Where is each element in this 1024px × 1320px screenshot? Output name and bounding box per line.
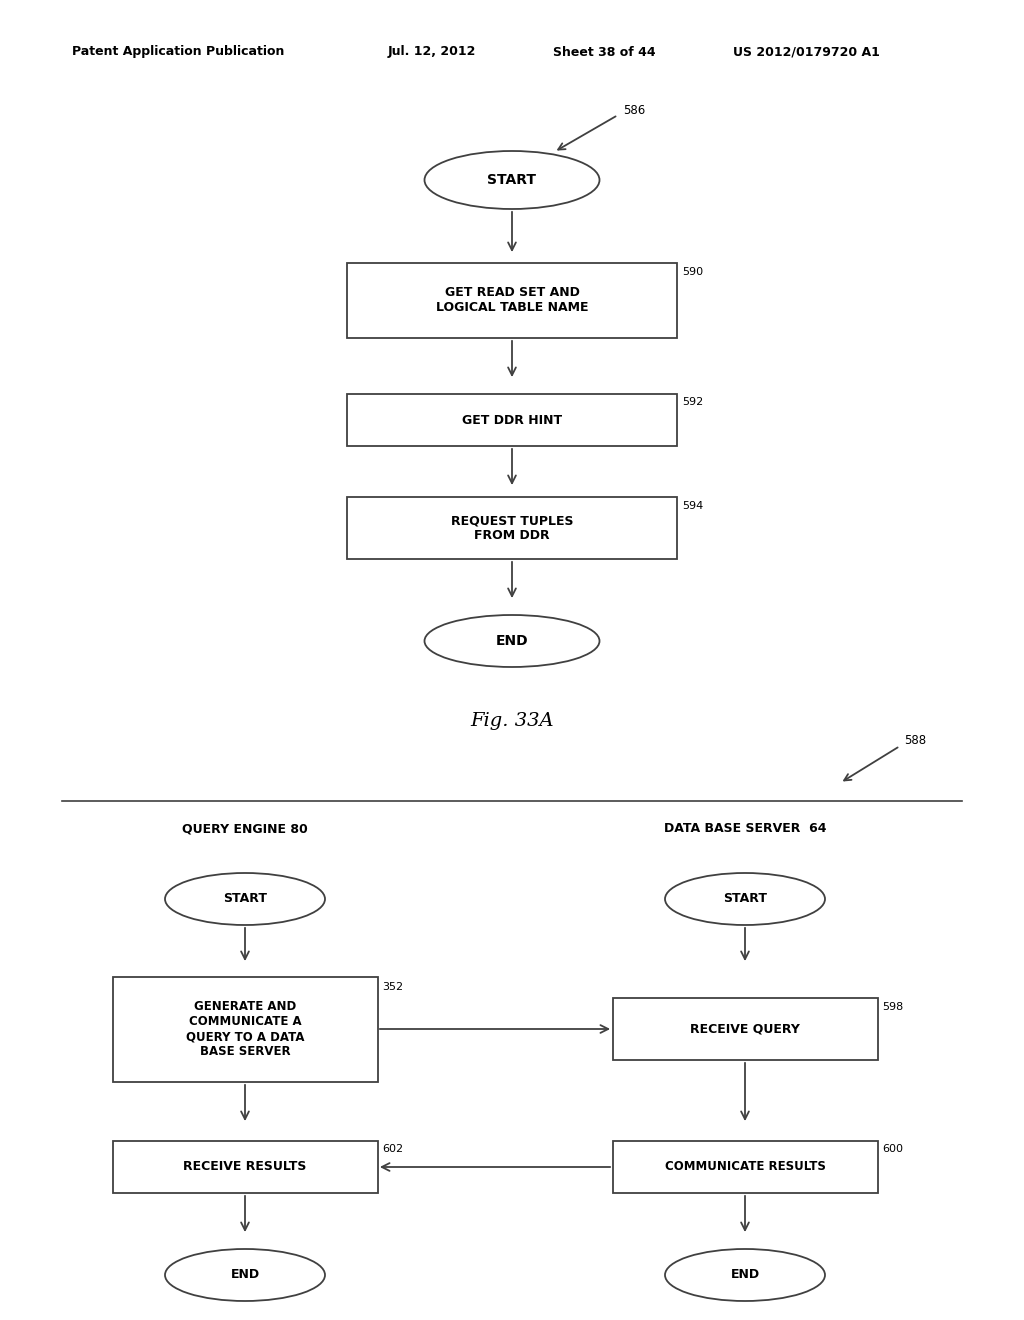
Text: US 2012/0179720 A1: US 2012/0179720 A1: [733, 45, 880, 58]
Bar: [612, 998, 878, 1060]
Text: RECEIVE RESULTS: RECEIVE RESULTS: [183, 1160, 306, 1173]
Text: GET DDR HINT: GET DDR HINT: [462, 413, 562, 426]
Bar: [347, 393, 677, 446]
Text: REQUEST TUPLES
FROM DDR: REQUEST TUPLES FROM DDR: [451, 513, 573, 543]
Text: 592: 592: [682, 397, 703, 407]
Text: Fig. 33A: Fig. 33A: [470, 711, 554, 730]
Text: 602: 602: [382, 1144, 403, 1154]
Text: START: START: [223, 892, 267, 906]
Text: Jul. 12, 2012: Jul. 12, 2012: [388, 45, 476, 58]
Text: QUERY ENGINE 80: QUERY ENGINE 80: [182, 822, 308, 836]
Bar: [612, 1140, 878, 1193]
Text: Sheet 38 of 44: Sheet 38 of 44: [553, 45, 655, 58]
Text: RECEIVE QUERY: RECEIVE QUERY: [690, 1023, 800, 1035]
Text: END: END: [230, 1269, 259, 1282]
Text: 352: 352: [382, 982, 403, 993]
Text: 586: 586: [623, 103, 645, 116]
Text: 590: 590: [682, 267, 703, 277]
Text: 600: 600: [882, 1144, 903, 1154]
Text: END: END: [496, 634, 528, 648]
Bar: [113, 977, 378, 1081]
Text: DATA BASE SERVER  64: DATA BASE SERVER 64: [664, 822, 826, 836]
Text: GENERATE AND
COMMUNICATE A
QUERY TO A DATA
BASE SERVER: GENERATE AND COMMUNICATE A QUERY TO A DA…: [185, 1001, 304, 1059]
Text: COMMUNICATE RESULTS: COMMUNICATE RESULTS: [665, 1160, 825, 1173]
Text: 594: 594: [682, 502, 703, 511]
Text: END: END: [730, 1269, 760, 1282]
Text: 598: 598: [882, 1002, 903, 1012]
Bar: [347, 263, 677, 338]
Text: START: START: [487, 173, 537, 187]
Text: GET READ SET AND
LOGICAL TABLE NAME: GET READ SET AND LOGICAL TABLE NAME: [436, 286, 588, 314]
Text: START: START: [723, 892, 767, 906]
Text: Patent Application Publication: Patent Application Publication: [72, 45, 285, 58]
Bar: [113, 1140, 378, 1193]
Bar: [347, 498, 677, 558]
Text: 588: 588: [904, 734, 926, 747]
